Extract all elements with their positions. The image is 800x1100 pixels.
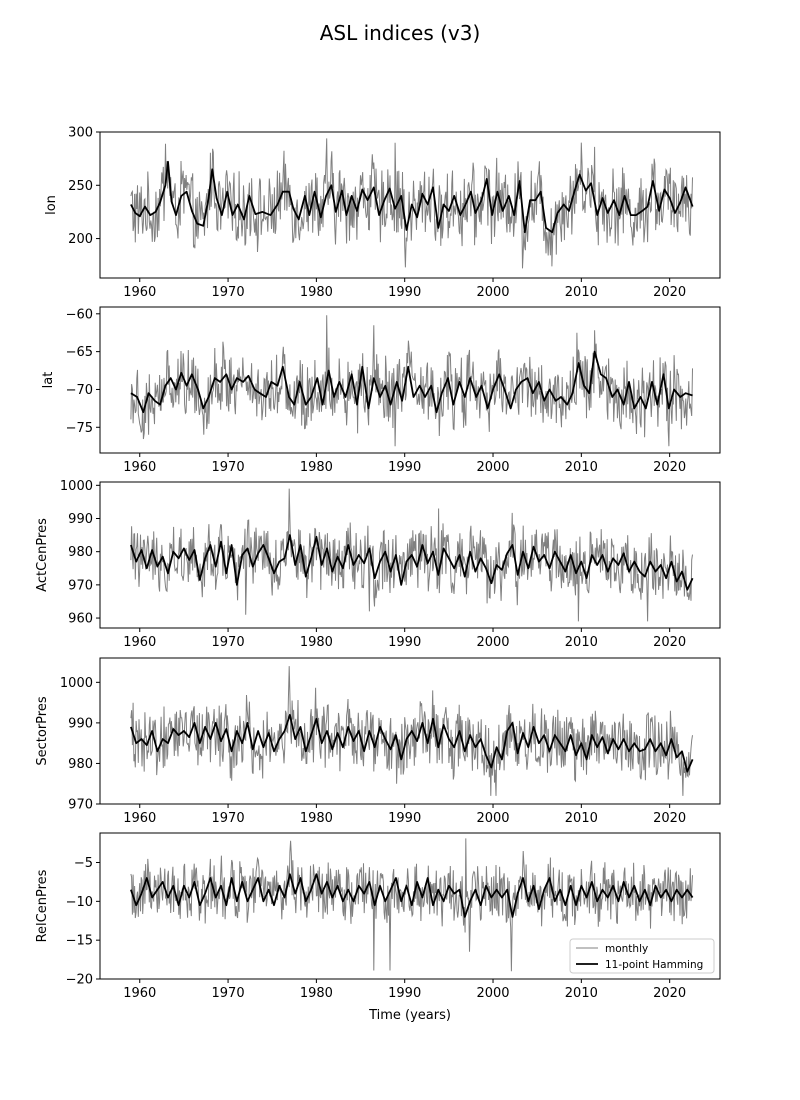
- series-monthly: [130, 838, 693, 972]
- x-tick-label: 1980: [300, 811, 333, 826]
- y-tick-label: −60: [66, 307, 93, 322]
- y-tick-label: 980: [68, 545, 93, 560]
- panel-4: 1960 1970 1980 1990 2000 2010 2020 970 980 990 100…: [35, 657, 721, 826]
- y-tick-label: 980: [68, 757, 93, 772]
- panel-3: 1960 1970 1980 1990 2000 2010 2020 960 970 980 990…: [35, 479, 721, 650]
- panel-5: 1960 1970 1980 1990 2000 2010 2020 −20 −15 −10 −5 R…: [35, 832, 721, 1023]
- y-tick-label: −5: [74, 856, 93, 871]
- x-tick-label: 2020: [653, 460, 686, 475]
- y-axis-label: ActCenPres: [35, 518, 50, 592]
- x-tick-label: 2020: [653, 811, 686, 826]
- x-tick-label: 1990: [388, 635, 421, 650]
- x-tick-label: 1960: [123, 811, 156, 826]
- x-tick-label: 2010: [565, 635, 598, 650]
- x-tick-label: 1970: [212, 635, 245, 650]
- panel-1: 1960 1970 1980 1990 2000 2010 2020 200 250 300 lon: [44, 126, 721, 300]
- x-tick-label: 2000: [476, 460, 509, 475]
- x-tick-label: 1990: [388, 285, 421, 300]
- y-tick-label: 1000: [60, 479, 93, 494]
- x-tick-label: 1960: [123, 986, 156, 1001]
- x-tick-label: 2010: [565, 986, 598, 1001]
- series-hamming: [130, 534, 694, 591]
- x-tick-label: 2020: [653, 986, 686, 1001]
- series-hamming: [130, 160, 694, 234]
- plot-area: [130, 315, 693, 447]
- y-tick-label: 990: [68, 716, 93, 731]
- series-hamming: [130, 873, 694, 918]
- x-tick-label: 1970: [212, 986, 245, 1001]
- x-tick-label: 2000: [476, 986, 509, 1001]
- x-tick-label: 1980: [300, 460, 333, 475]
- plot-area: [130, 488, 694, 622]
- x-tick-label: 1960: [123, 285, 156, 300]
- legend: monthly 11-point Hamming: [569, 938, 715, 974]
- x-tick-label: 1990: [388, 811, 421, 826]
- y-axis-label: lon: [44, 195, 59, 215]
- y-tick-label: 990: [68, 512, 93, 527]
- y-axis-label: RelCenPres: [35, 869, 50, 942]
- axes-frame: [99, 306, 721, 454]
- y-tick-label: −20: [66, 973, 93, 988]
- y-tick-label: 970: [68, 578, 93, 593]
- x-tick-label: 2020: [653, 635, 686, 650]
- x-tick-label: 2000: [476, 811, 509, 826]
- x-tick-label: 2020: [653, 285, 686, 300]
- legend-box: [569, 938, 715, 974]
- x-tick-label: 1960: [123, 460, 156, 475]
- series-monthly: [130, 315, 693, 447]
- legend-label: monthly: [605, 943, 648, 955]
- x-tick-label: 1980: [300, 635, 333, 650]
- axes-frame: [99, 481, 721, 629]
- y-tick-label: −70: [66, 383, 93, 398]
- legend-label: 11-point Hamming: [605, 959, 703, 971]
- x-tick-label: 1990: [388, 986, 421, 1001]
- x-tick-label: 1980: [300, 986, 333, 1001]
- plot-area: [130, 838, 694, 972]
- y-tick-label: 300: [68, 126, 93, 141]
- panels: 1960 1970 1980 1990 2000 2010 2020 200 250 300 lon…: [35, 126, 721, 1023]
- y-axis-label: SectorPres: [35, 696, 50, 765]
- x-tick-label: 1970: [212, 811, 245, 826]
- axes-frame: [99, 832, 721, 980]
- series-hamming: [130, 713, 694, 773]
- y-axis-label: lat: [41, 372, 56, 389]
- x-tick-label: 2010: [565, 811, 598, 826]
- x-tick-label: 1970: [212, 285, 245, 300]
- y-tick-label: 960: [68, 612, 93, 627]
- y-tick-label: −65: [66, 345, 93, 360]
- axes-frame: [99, 131, 721, 279]
- figure-title: ASL indices (v3): [320, 21, 481, 45]
- x-tick-label: 1970: [212, 460, 245, 475]
- x-tick-label: 2000: [476, 635, 509, 650]
- y-tick-label: 970: [68, 798, 93, 813]
- x-tick-label: 2010: [565, 460, 598, 475]
- y-tick-label: −10: [66, 895, 93, 910]
- x-tick-label: 2010: [565, 285, 598, 300]
- y-tick-label: 200: [68, 232, 93, 247]
- x-tick-label: 2000: [476, 285, 509, 300]
- plot-area: [130, 138, 694, 269]
- plot-area: [130, 666, 694, 796]
- y-tick-label: −75: [66, 421, 93, 436]
- y-tick-label: −15: [66, 934, 93, 949]
- y-tick-label: 1000: [60, 676, 93, 691]
- y-tick-label: 250: [68, 179, 93, 194]
- axes-frame: [99, 657, 721, 805]
- x-tick-label: 1980: [300, 285, 333, 300]
- x-axis-label: Time (years): [368, 1008, 451, 1023]
- series-monthly: [130, 666, 693, 796]
- x-tick-label: 1990: [388, 460, 421, 475]
- x-tick-label: 1960: [123, 635, 156, 650]
- series-monthly: [130, 138, 693, 269]
- panel-2: 1960 1970 1980 1990 2000 2010 2020 −75 −70 −65 −60…: [41, 306, 721, 475]
- series-hamming: [130, 350, 693, 414]
